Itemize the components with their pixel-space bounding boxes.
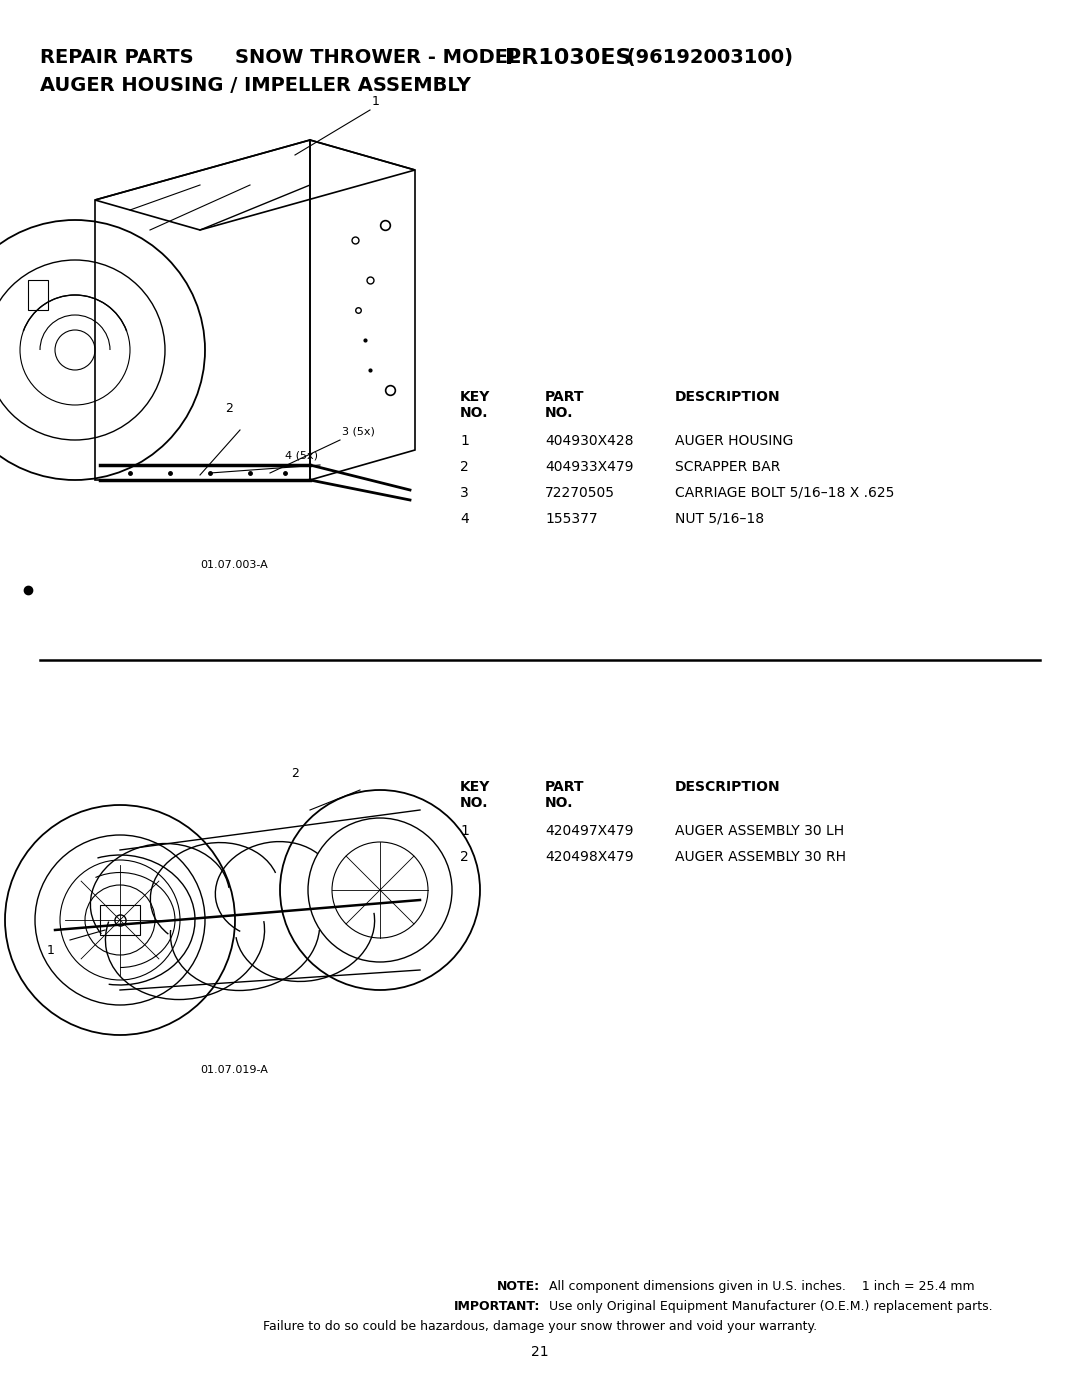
Text: 420498X479: 420498X479 (545, 849, 634, 863)
Text: SCRAPPER BAR: SCRAPPER BAR (675, 460, 781, 474)
Text: 1: 1 (460, 434, 469, 448)
Text: IMPORTANT:: IMPORTANT: (454, 1301, 540, 1313)
Text: PART
NO.: PART NO. (545, 390, 584, 420)
Text: KEY
NO.: KEY NO. (460, 780, 490, 810)
Text: AUGER HOUSING: AUGER HOUSING (675, 434, 794, 448)
Text: 72270505: 72270505 (545, 486, 615, 500)
Text: 3 (5x): 3 (5x) (342, 427, 375, 437)
Text: AUGER ASSEMBLY 30 RH: AUGER ASSEMBLY 30 RH (675, 849, 846, 863)
Text: 01.07.003-A: 01.07.003-A (200, 560, 268, 570)
Text: NOTE:: NOTE: (497, 1280, 540, 1294)
Text: REPAIR PARTS: REPAIR PARTS (40, 47, 193, 67)
Text: PR1030ES: PR1030ES (505, 47, 632, 68)
Text: NUT 5/16–18: NUT 5/16–18 (675, 511, 765, 527)
Text: KEY
NO.: KEY NO. (460, 390, 490, 420)
Text: 21: 21 (531, 1345, 549, 1359)
Text: 420497X479: 420497X479 (545, 824, 634, 838)
Text: (96192003100): (96192003100) (620, 47, 793, 67)
Text: PART
NO.: PART NO. (545, 780, 584, 810)
Text: 155377: 155377 (545, 511, 597, 527)
Text: 2: 2 (292, 767, 299, 780)
Text: Failure to do so could be hazardous, damage your snow thrower and void your warr: Failure to do so could be hazardous, dam… (262, 1320, 818, 1333)
Text: 2: 2 (460, 849, 469, 863)
Text: 404933X479: 404933X479 (545, 460, 634, 474)
Text: 404930X428: 404930X428 (545, 434, 634, 448)
Text: 1: 1 (372, 95, 380, 108)
Text: 4 (5x): 4 (5x) (285, 450, 318, 460)
Text: All component dimensions given in U.S. inches.    1 inch = 25.4 mm: All component dimensions given in U.S. i… (545, 1280, 974, 1294)
Text: SNOW THROWER - MODEL: SNOW THROWER - MODEL (235, 47, 527, 67)
Text: Use only Original Equipment Manufacturer (O.E.M.) replacement parts.: Use only Original Equipment Manufacturer… (545, 1301, 993, 1313)
Text: 1: 1 (48, 943, 55, 957)
Text: 1: 1 (460, 824, 469, 838)
Text: CARRIAGE BOLT 5/16–18 X .625: CARRIAGE BOLT 5/16–18 X .625 (675, 486, 894, 500)
Text: 3: 3 (460, 486, 469, 500)
Text: 4: 4 (460, 511, 469, 527)
Text: DESCRIPTION: DESCRIPTION (675, 390, 781, 404)
Text: 2: 2 (225, 402, 233, 415)
Text: AUGER HOUSING / IMPELLER ASSEMBLY: AUGER HOUSING / IMPELLER ASSEMBLY (40, 75, 471, 95)
Text: DESCRIPTION: DESCRIPTION (675, 780, 781, 793)
Text: AUGER ASSEMBLY 30 LH: AUGER ASSEMBLY 30 LH (675, 824, 845, 838)
Text: 01.07.019-A: 01.07.019-A (200, 1065, 268, 1076)
Text: 2: 2 (460, 460, 469, 474)
